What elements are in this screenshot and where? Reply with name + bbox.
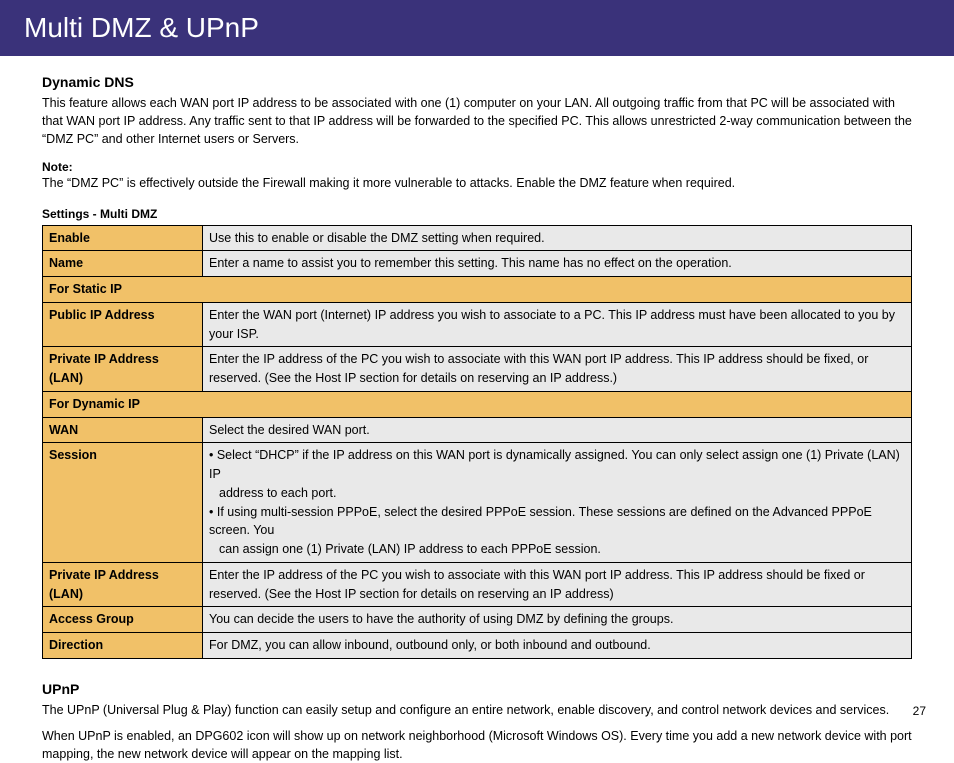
table-row: Session • Select “DHCP” if the IP addres… — [43, 443, 912, 563]
setting-key: Private IP Address (LAN) — [43, 562, 203, 607]
setting-val: For DMZ, you can allow inbound, outbound… — [203, 633, 912, 659]
setting-val: Use this to enable or disable the DMZ se… — [203, 225, 912, 251]
setting-val: Select the desired WAN port. — [203, 417, 912, 443]
session-bullet-2-cont: can assign one (1) Private (LAN) IP addr… — [209, 540, 905, 559]
note-text: The “DMZ PC” is effectively outside the … — [42, 174, 912, 192]
session-bullet-2: • If using multi-session PPPoE, select t… — [209, 503, 905, 541]
setting-val: Enter a name to assist you to remember t… — [203, 251, 912, 277]
table-row: Direction For DMZ, you can allow inbound… — [43, 633, 912, 659]
upnp-p2: When UPnP is enabled, an DPG602 icon wil… — [42, 727, 912, 763]
setting-val: You can decide the users to have the aut… — [203, 607, 912, 633]
table-row: WAN Select the desired WAN port. — [43, 417, 912, 443]
page-content: Dynamic DNS This feature allows each WAN… — [0, 56, 954, 763]
setting-val: Enter the WAN port (Internet) IP address… — [203, 302, 912, 347]
table-row: For Dynamic IP — [43, 391, 912, 417]
page-title: Multi DMZ & UPnP — [24, 12, 259, 43]
table-row: Public IP Address Enter the WAN port (In… — [43, 302, 912, 347]
section-for-dynamic-ip: For Dynamic IP — [43, 391, 912, 417]
setting-key: Direction — [43, 633, 203, 659]
table-row: Private IP Address (LAN) Enter the IP ad… — [43, 347, 912, 392]
setting-key: Public IP Address — [43, 302, 203, 347]
page-header: Multi DMZ & UPnP — [0, 0, 954, 56]
dynamic-dns-heading: Dynamic DNS — [42, 74, 912, 90]
setting-key: WAN — [43, 417, 203, 443]
setting-val: • Select “DHCP” if the IP address on thi… — [203, 443, 912, 563]
settings-caption: Settings - Multi DMZ — [42, 207, 912, 221]
setting-key: Private IP Address (LAN) — [43, 347, 203, 392]
page-number: 27 — [913, 704, 926, 718]
session-bullet-1: • Select “DHCP” if the IP address on thi… — [209, 446, 905, 484]
table-row: For Static IP — [43, 277, 912, 303]
upnp-p1: The UPnP (Universal Plug & Play) functio… — [42, 701, 912, 719]
setting-val: Enter the IP address of the PC you wish … — [203, 347, 912, 392]
setting-val: Enter the IP address of the PC you wish … — [203, 562, 912, 607]
setting-key: Enable — [43, 225, 203, 251]
table-row: Enable Use this to enable or disable the… — [43, 225, 912, 251]
section-for-static-ip: For Static IP — [43, 277, 912, 303]
dynamic-dns-body: This feature allows each WAN port IP add… — [42, 94, 912, 148]
upnp-heading: UPnP — [42, 681, 912, 697]
setting-key: Name — [43, 251, 203, 277]
note-label: Note: — [42, 160, 912, 174]
setting-key: Session — [43, 443, 203, 563]
table-row: Name Enter a name to assist you to remem… — [43, 251, 912, 277]
table-row: Private IP Address (LAN) Enter the IP ad… — [43, 562, 912, 607]
settings-table: Enable Use this to enable or disable the… — [42, 225, 912, 659]
table-row: Access Group You can decide the users to… — [43, 607, 912, 633]
setting-key: Access Group — [43, 607, 203, 633]
session-bullet-1-cont: address to each port. — [209, 484, 905, 503]
